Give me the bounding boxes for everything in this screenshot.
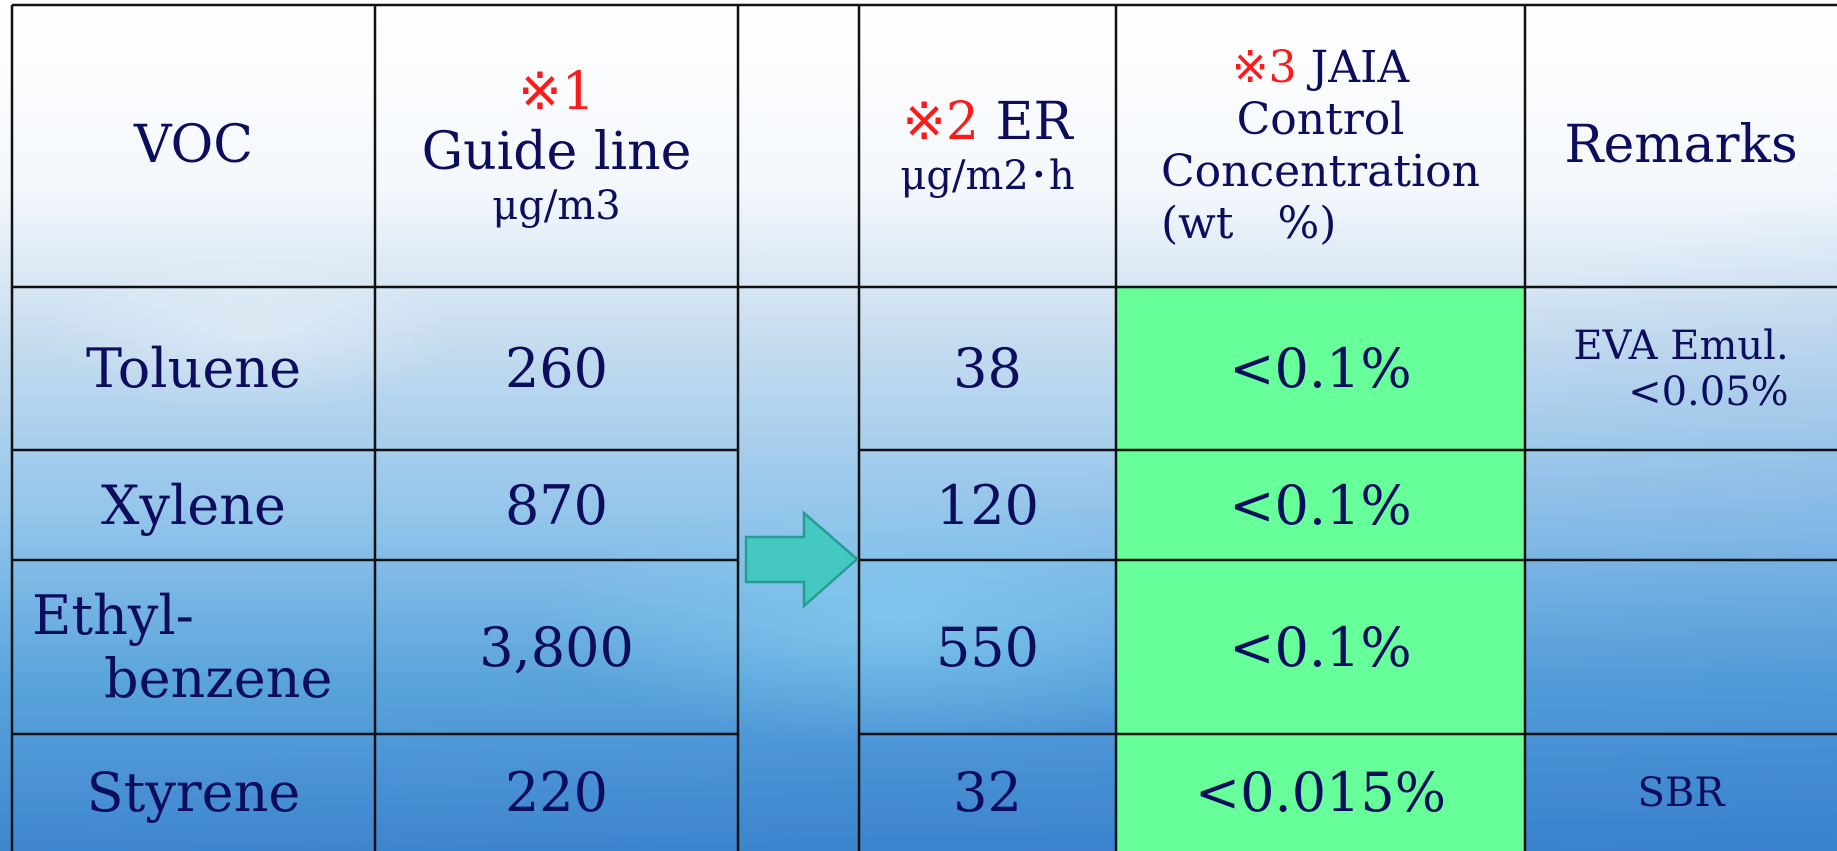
header-voc: VOC [12,5,375,287]
er-styrene: 32 [859,734,1116,851]
right-arrow-icon [744,510,859,609]
header-jaia: ※3 JAIA Control Concentration (wt %) [1116,5,1525,287]
er-value: 38 [953,337,1022,400]
voc-xylene: Xylene [12,450,375,560]
jaia-value: <0.1% [1229,337,1412,400]
jaia-line3: Concentration [1160,146,1481,197]
guideline-xylene: 870 [375,450,738,560]
voc-name-line2: benzene [104,647,333,710]
jaia-value: <0.1% [1229,473,1412,537]
voc-name-line1: Ethyl- [32,584,194,647]
jaia-line4: (wt %) [1160,197,1337,249]
voc-toluene: Toluene [12,287,375,450]
header-er: ※2 ER μg/m2･h [859,5,1116,287]
jaia-title: JAIA [1310,42,1410,94]
note-marker-2: ※2 [902,92,979,153]
note-marker-1: ※1 [518,62,595,123]
jaia-cell-ethylbenzene: <0.1% [1116,560,1525,734]
er-toluene: 38 [859,287,1116,450]
guideline-value: 260 [504,337,609,400]
voc-styrene: Styrene [12,734,375,851]
er-title: ER [995,92,1073,153]
guideline-toluene: 260 [375,287,738,450]
note-marker-3: ※3 [1231,42,1297,94]
voc-name: Styrene [86,761,301,824]
voc-name: Xylene [101,473,286,537]
jaia-cell-toluene: <0.1% [1116,287,1525,450]
er-value: 32 [953,761,1022,824]
remark-toluene: EVA Emul. <0.05% [1525,287,1837,450]
er-value: 550 [935,615,1040,679]
er-ethylbenzene: 550 [859,560,1116,734]
er-unit: μg/m2･h [900,152,1075,199]
guideline-styrene: 220 [375,734,738,851]
jaia-cell-xylene: <0.1% [1116,450,1525,560]
guideline-ethylbenzene: 3,800 [375,560,738,734]
jaia-cell-styrene: <0.015% [1116,734,1525,851]
guideline-value: 870 [504,473,609,537]
guideline-value: 220 [504,761,609,824]
remark-xylene [1525,450,1837,560]
remark-ethylbenzene [1525,560,1837,734]
jaia-value: <0.015% [1194,761,1447,824]
voc-ethylbenzene: Ethyl- benzene [12,560,375,734]
guideline-title: Guide line [421,122,692,182]
jaia-value: <0.1% [1229,615,1412,679]
remarks-label: Remarks [1564,115,1798,176]
guideline-value: 3,800 [479,615,634,679]
er-xylene: 120 [859,450,1116,560]
jaia-line2: Control [1236,94,1405,146]
er-value: 120 [935,473,1040,537]
remark-line1: EVA Emul. [1573,322,1789,369]
remark-styrene: SBR [1525,734,1837,851]
header-remarks: Remarks [1525,5,1837,287]
remark-line1: SBR [1637,769,1725,816]
header-guideline: ※1 Guide line μg/m3 [375,5,738,287]
voc-name: Toluene [85,337,302,400]
header-voc-label: VOC [133,115,254,176]
remark-line2: <0.05% [1628,368,1789,415]
guideline-unit: μg/m3 [492,182,621,229]
